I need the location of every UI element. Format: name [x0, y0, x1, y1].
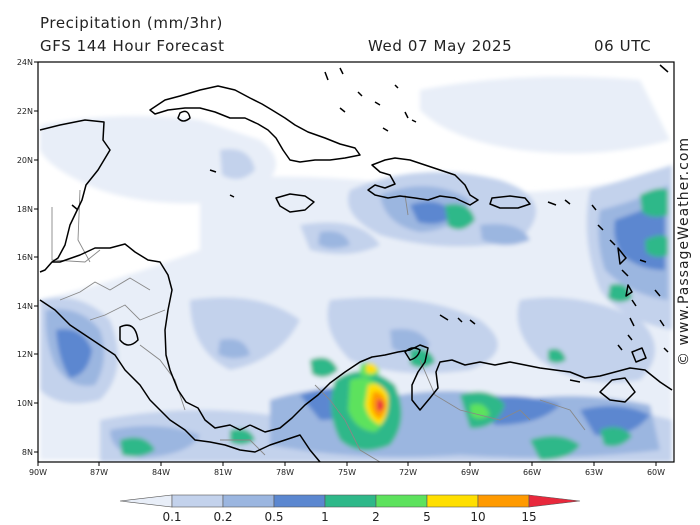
lon-label: 78W	[276, 468, 294, 477]
colorbar-label: 0.2	[213, 510, 232, 524]
lon-label: 69W	[461, 468, 479, 477]
lat-label: 10N	[17, 399, 33, 408]
precipitation-layer	[40, 76, 672, 462]
lat-ticks	[34, 61, 38, 453]
map-title: Precipitation (mm/3hr)	[40, 14, 223, 32]
colorbar-swatch	[222, 494, 275, 508]
lon-label: 60W	[647, 468, 665, 477]
lat-label: 16N	[17, 253, 33, 262]
colorbar: 0.1 0.2 0.5 1 2 5 10 15	[119, 494, 581, 524]
lat-label: 24N	[17, 58, 33, 67]
lat-label: 14N	[17, 302, 33, 311]
forecast-date: Wed 07 May 2025	[368, 37, 513, 55]
colorbar-swatch	[426, 494, 479, 508]
colorbar-label: 10	[470, 510, 485, 524]
lon-label: 87W	[90, 468, 108, 477]
colorbar-swatch	[273, 494, 326, 508]
colorbar-swatch	[375, 494, 428, 508]
colorbar-label: 1	[321, 510, 329, 524]
colorbar-swatch	[477, 494, 530, 508]
lat-label: 12N	[17, 350, 33, 359]
lon-label: 84W	[152, 468, 170, 477]
lon-label: 72W	[399, 468, 417, 477]
lat-labels: 24N 22N 20N 18N 16N 14N 12N 10N 8N	[17, 58, 33, 457]
lon-labels: 90W 87W 84W 81W 78W 75W 72W 69W 66W 63W …	[29, 468, 665, 477]
colorbar-swatch	[324, 494, 377, 508]
lat-label: 20N	[17, 156, 33, 165]
colorbar-arrow-right	[528, 494, 581, 508]
lat-label: 22N	[17, 107, 33, 116]
forecast-label: GFS 144 Hour Forecast	[40, 37, 225, 55]
colorbar-arrow-left	[119, 494, 173, 508]
lon-label: 75W	[338, 468, 356, 477]
lat-label: 18N	[17, 205, 33, 214]
coastlines	[39, 64, 673, 462]
colorbar-swatch	[171, 494, 224, 508]
lat-label: 8N	[22, 448, 33, 457]
lon-label: 66W	[523, 468, 541, 477]
lon-label: 63W	[585, 468, 603, 477]
lon-label: 81W	[214, 468, 232, 477]
lon-ticks	[37, 462, 657, 466]
forecast-time: 06 UTC	[594, 37, 652, 55]
lon-label: 90W	[29, 468, 47, 477]
colorbar-label: 5	[423, 510, 431, 524]
colorbar-label: 0.1	[162, 510, 181, 524]
map-frame	[37, 61, 675, 463]
website-credit: © www.PassageWeather.com	[676, 136, 692, 366]
colorbar-label: 15	[521, 510, 536, 524]
colorbar-label: 2	[372, 510, 380, 524]
colorbar-label: 0.5	[264, 510, 283, 524]
